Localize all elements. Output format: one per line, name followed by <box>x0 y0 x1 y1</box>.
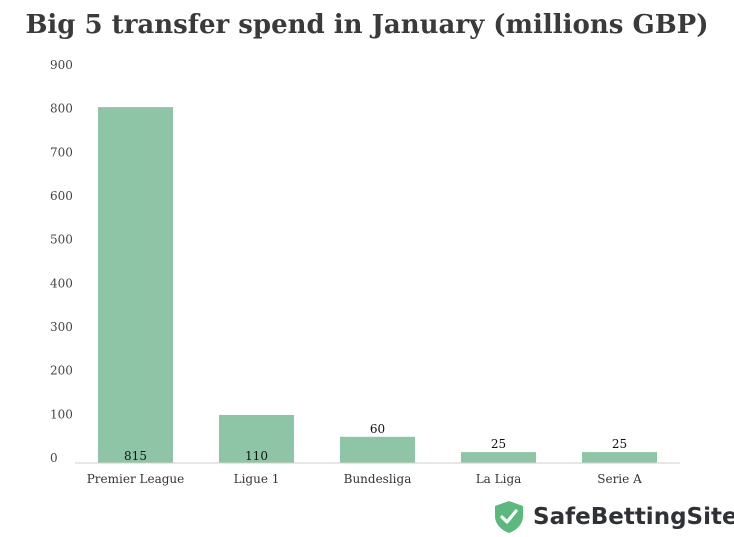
bar-value-label: 25 <box>612 437 627 451</box>
y-tick-label: 600 <box>50 189 73 203</box>
brand-logo: SafeBettingSites <box>493 500 734 534</box>
x-category-label: Ligue 1 <box>234 472 280 486</box>
x-category-label: Premier League <box>87 472 185 486</box>
y-tick-label: 300 <box>50 320 73 334</box>
chart-title: Big 5 transfer spend in January (million… <box>25 10 709 40</box>
bar <box>460 452 537 463</box>
bar <box>97 107 174 463</box>
x-category-label: La Liga <box>476 472 522 486</box>
y-tick-label: 700 <box>50 145 73 159</box>
bar-value-label: 60 <box>370 422 385 436</box>
bar <box>339 436 416 463</box>
y-tick-label: 400 <box>50 276 73 290</box>
y-tick-label: 200 <box>50 364 73 378</box>
y-axis-ticks: 0 100 200 300 400 500 600 700 800 900 <box>50 58 73 465</box>
shield-check-icon <box>495 501 523 533</box>
x-category-label: Bundesliga <box>344 472 412 486</box>
bars <box>97 107 658 463</box>
y-tick-label: 0 <box>50 451 58 465</box>
brand-name: SafeBettingSites <box>533 504 734 530</box>
bar <box>218 414 295 463</box>
bar-value-label: 25 <box>491 437 506 451</box>
y-tick-label: 500 <box>50 233 73 247</box>
bar <box>581 452 658 463</box>
bar-value-label: 110 <box>245 449 268 463</box>
category-labels: Premier League Ligue 1 Bundesliga La Liga Se… <box>87 472 642 486</box>
y-tick-label: 100 <box>50 407 73 421</box>
y-tick-label: 900 <box>50 58 73 72</box>
y-tick-label: 800 <box>50 102 73 116</box>
bar-value-label: 815 <box>124 449 147 463</box>
data-labels: 815 110 60 25 25 <box>124 422 627 463</box>
x-category-label: Serie A <box>597 472 642 486</box>
